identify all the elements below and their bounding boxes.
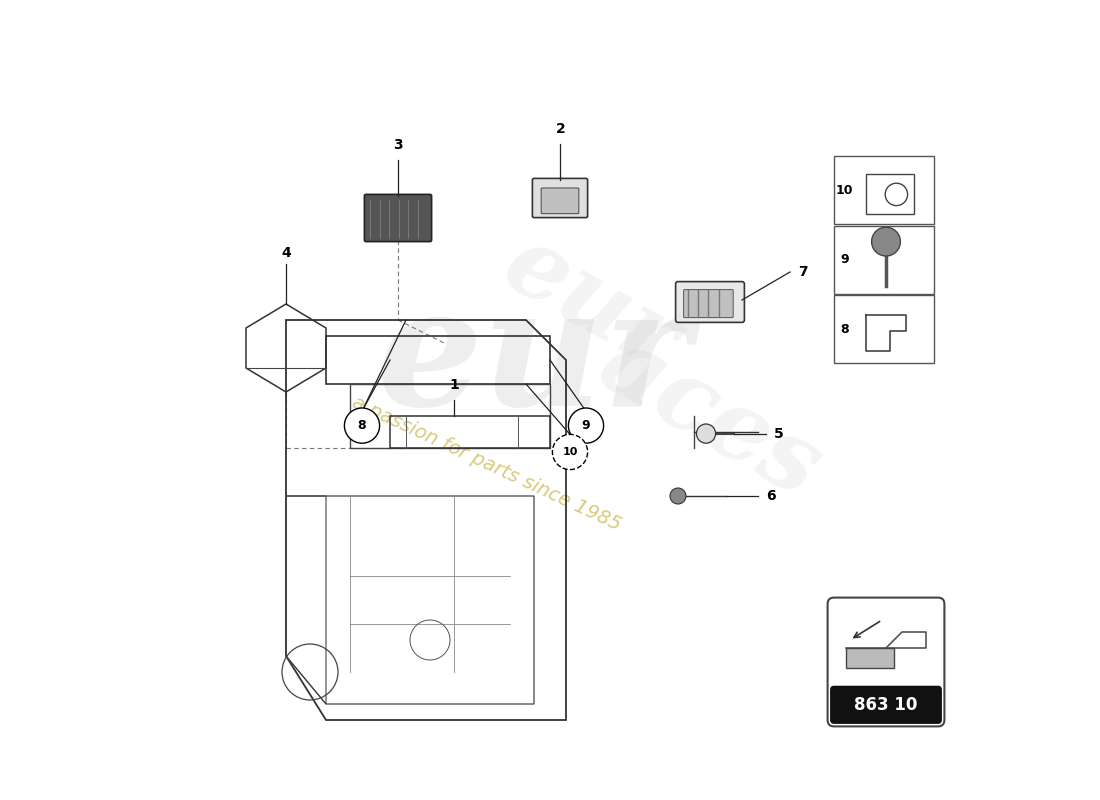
Text: 9: 9 [840, 253, 849, 266]
Text: eur: eur [376, 279, 692, 441]
Circle shape [670, 488, 686, 504]
FancyBboxPatch shape [532, 178, 587, 218]
FancyBboxPatch shape [683, 290, 734, 318]
FancyBboxPatch shape [541, 188, 579, 214]
Text: 10: 10 [562, 447, 578, 457]
FancyBboxPatch shape [834, 226, 934, 294]
Text: 3: 3 [393, 138, 403, 152]
FancyBboxPatch shape [364, 194, 431, 242]
Polygon shape [846, 648, 894, 668]
Text: 9: 9 [582, 419, 591, 432]
Circle shape [871, 227, 901, 256]
FancyBboxPatch shape [834, 295, 934, 363]
Text: 8: 8 [840, 322, 849, 336]
Text: 2: 2 [556, 122, 565, 136]
FancyBboxPatch shape [830, 686, 942, 723]
Text: eur: eur [487, 218, 693, 390]
Text: 7: 7 [798, 265, 807, 279]
FancyBboxPatch shape [675, 282, 745, 322]
Text: aces: aces [583, 315, 837, 517]
FancyBboxPatch shape [834, 156, 934, 224]
Text: 4: 4 [282, 246, 290, 260]
Text: 8: 8 [358, 419, 366, 432]
Text: 863 10: 863 10 [855, 696, 917, 714]
Text: 10: 10 [836, 183, 854, 197]
Text: a passion for parts since 1985: a passion for parts since 1985 [349, 393, 624, 535]
Text: 6: 6 [766, 489, 775, 503]
FancyBboxPatch shape [827, 598, 945, 726]
Circle shape [696, 424, 716, 443]
Text: 1: 1 [449, 378, 459, 392]
Circle shape [569, 408, 604, 443]
Circle shape [344, 408, 380, 443]
Circle shape [552, 434, 587, 470]
Text: 5: 5 [774, 426, 783, 441]
